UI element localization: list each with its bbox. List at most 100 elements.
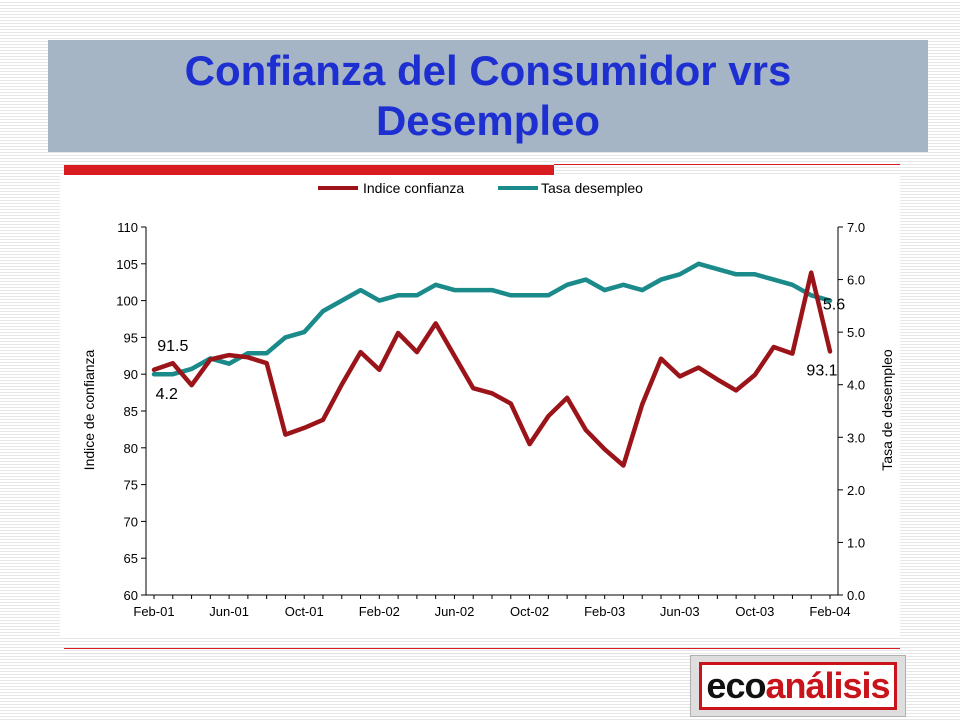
- data-point-confianza: [190, 383, 194, 387]
- y-axis-title: Indice de confianza: [81, 349, 97, 470]
- data-point-confianza: [359, 350, 363, 354]
- data-point-confianza: [227, 353, 231, 357]
- y2-tick-label: 6.0: [847, 273, 865, 288]
- bottom-rule: [64, 648, 900, 649]
- data-point-desempleo: [283, 335, 287, 339]
- y2-tick-label: 5.0: [847, 325, 865, 340]
- data-point-desempleo: [790, 283, 794, 287]
- data-point-confianza: [452, 354, 456, 358]
- data-point-confianza: [790, 352, 794, 356]
- y-tick-label: 95: [124, 330, 138, 345]
- data-point-confianza: [753, 373, 757, 377]
- data-point-confianza: [171, 361, 175, 365]
- data-point-desempleo: [452, 288, 456, 292]
- y2-tick-label: 3.0: [847, 430, 865, 445]
- data-point-confianza: [715, 377, 719, 381]
- data-point-confianza: [396, 331, 400, 335]
- data-point-desempleo: [434, 283, 438, 287]
- y-tick-label: 65: [124, 551, 138, 566]
- y-tick-label: 100: [116, 294, 138, 309]
- data-point-confianza: [809, 271, 813, 275]
- annotations: 91.5 4.2 5.6 93.1: [156, 297, 846, 404]
- series-line-confianza: [151, 270, 833, 468]
- data-point-confianza: [152, 368, 156, 372]
- data-point-desempleo: [565, 283, 569, 287]
- data-point-confianza: [434, 321, 438, 325]
- y-tick-label: 75: [124, 478, 138, 493]
- title-underline-rule: [554, 164, 900, 165]
- data-point-desempleo: [396, 293, 400, 297]
- data-point-desempleo: [321, 309, 325, 313]
- y-tick-label: 85: [124, 404, 138, 419]
- data-point-desempleo: [377, 299, 381, 303]
- x-tick-label: Jun-03: [660, 604, 700, 619]
- legend: Indice confianza Tasa desempleo: [318, 180, 643, 196]
- data-point-desempleo: [659, 278, 663, 282]
- data-point-confianza: [302, 426, 306, 430]
- data-label: 5.6: [823, 297, 845, 314]
- data-point-confianza: [828, 349, 832, 353]
- data-point-confianza: [603, 447, 607, 451]
- data-point-confianza: [208, 357, 212, 361]
- data-point-desempleo: [640, 288, 644, 292]
- y2-tick-label: 7.0: [847, 220, 865, 235]
- data-point-confianza: [471, 386, 475, 390]
- y2-tick-label: 1.0: [847, 535, 865, 550]
- data-point-desempleo: [490, 288, 494, 292]
- dual-axis-line-chart: Indice confianza Tasa desempleo Indice d…: [81, 180, 895, 619]
- data-point-desempleo: [190, 367, 194, 371]
- data-point-desempleo: [697, 262, 701, 266]
- y2-tick-label: 4.0: [847, 378, 865, 393]
- chart-area: Indice confianza Tasa desempleo Indice d…: [60, 176, 900, 636]
- data-point-desempleo: [715, 267, 719, 271]
- data-point-confianza: [734, 388, 738, 392]
- data-point-desempleo: [772, 278, 776, 282]
- data-point-desempleo: [678, 272, 682, 276]
- data-point-confianza: [509, 402, 513, 406]
- data-point-desempleo: [340, 299, 344, 303]
- y-tick-label: 90: [124, 367, 138, 382]
- data-point-confianza: [546, 414, 550, 418]
- data-point-desempleo: [734, 272, 738, 276]
- ecoanalisis-logo: eco análisis: [690, 655, 906, 717]
- y-tick-label: 70: [124, 514, 138, 529]
- data-point-desempleo: [359, 288, 363, 292]
- data-point-desempleo: [471, 288, 475, 292]
- data-point-desempleo: [546, 293, 550, 297]
- x-tick-label: Feb-01: [133, 604, 174, 619]
- y-tick-label: 105: [116, 257, 138, 272]
- data-point-desempleo: [227, 362, 231, 366]
- data-point-confianza: [678, 374, 682, 378]
- data-point-confianza: [640, 402, 644, 406]
- data-label: 4.2: [156, 386, 178, 403]
- data-point-confianza: [659, 357, 663, 361]
- data-point-confianza: [490, 391, 494, 395]
- y-tick-label: 60: [124, 588, 138, 603]
- data-point-confianza: [584, 428, 588, 432]
- data-point-confianza: [415, 350, 419, 354]
- slide-title: Confianza del Consumidor vrs Desempleo: [184, 47, 792, 144]
- y-tick-label: 110: [117, 220, 138, 235]
- y2-tick-label: 0.0: [847, 588, 865, 603]
- axes: 60 65 70 75 80 85 90 95 100 105 110 0.0 1.0 2.0 3.0 4.0…: [116, 220, 865, 619]
- data-point-desempleo: [809, 293, 813, 297]
- data-point-confianza: [246, 355, 250, 359]
- x-tick-label: Oct-03: [735, 604, 774, 619]
- data-point-confianza: [340, 383, 344, 387]
- data-point-confianza: [697, 366, 701, 370]
- y-tick-label: 80: [124, 441, 138, 456]
- data-point-confianza: [265, 361, 269, 365]
- logo-wordmark: eco análisis: [699, 662, 897, 710]
- data-point-desempleo: [528, 293, 532, 297]
- data-point-confianza: [621, 463, 625, 467]
- data-label: 93.1: [806, 362, 837, 379]
- data-point-desempleo: [753, 272, 757, 276]
- legend-label-confianza: Indice confianza: [363, 180, 464, 196]
- x-tick-label: Jun-02: [435, 604, 475, 619]
- x-tick-label: Feb-03: [584, 604, 625, 619]
- y2-tick-label: 2.0: [847, 483, 865, 498]
- data-point-desempleo: [828, 299, 832, 303]
- logo-text-analisis: análisis: [765, 665, 890, 706]
- data-point-confianza: [772, 345, 776, 349]
- data-point-desempleo: [584, 278, 588, 282]
